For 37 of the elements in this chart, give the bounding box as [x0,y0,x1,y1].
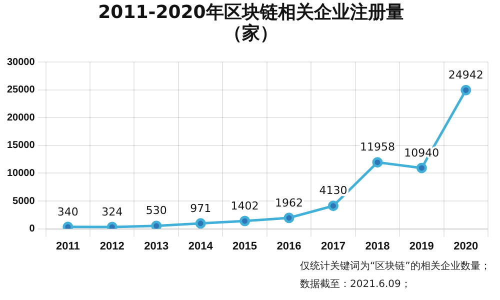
x-tick-label: 2015 [232,240,258,252]
data-label: 4130 [319,184,348,198]
data-label: 1402 [230,199,259,212]
data-label: 530 [146,204,167,218]
data-label: 1962 [275,196,304,210]
y-tick-label: 15000 [6,140,36,152]
y-tick-label: 25000 [6,84,36,96]
point [240,216,250,226]
point [284,212,294,224]
chart-title: 2011-2020年区块链相关企业注册量（家） [97,2,405,44]
point [328,200,338,212]
x-tick-label: 2012 [100,240,124,252]
x-tick-label: 2013 [144,240,169,252]
x-tick-label: 2017 [320,240,346,252]
data-label: 971 [190,202,212,215]
x-tick-label: 2016 [276,240,302,252]
data-label: 24942 [448,68,484,82]
data-label: 324 [102,205,123,218]
y-tick-label: 0 [29,224,36,235]
y-tick-label: 20000 [6,112,36,124]
x-tick-label: 2011 [56,240,80,252]
point [195,218,206,229]
data-label: 11958 [360,140,395,154]
y-tick-label: 10000 [6,168,36,179]
y-tick-label: 30000 [6,56,36,68]
text: 仅统计关键词为“区块链”的相关企业数量； [300,260,490,274]
point [372,157,383,168]
data-label: 340 [57,205,78,218]
text: 数据截至：2021.6.09； [300,278,412,292]
x-tick-label: 2019 [409,240,434,252]
x-tick-label: 2020 [454,240,478,252]
y-tick-label: 5000 [12,196,36,207]
point [151,220,162,229]
point [460,84,472,96]
point [416,162,427,174]
x-tick-label: 2014 [188,240,214,252]
x-tick-label: 2018 [365,240,390,252]
